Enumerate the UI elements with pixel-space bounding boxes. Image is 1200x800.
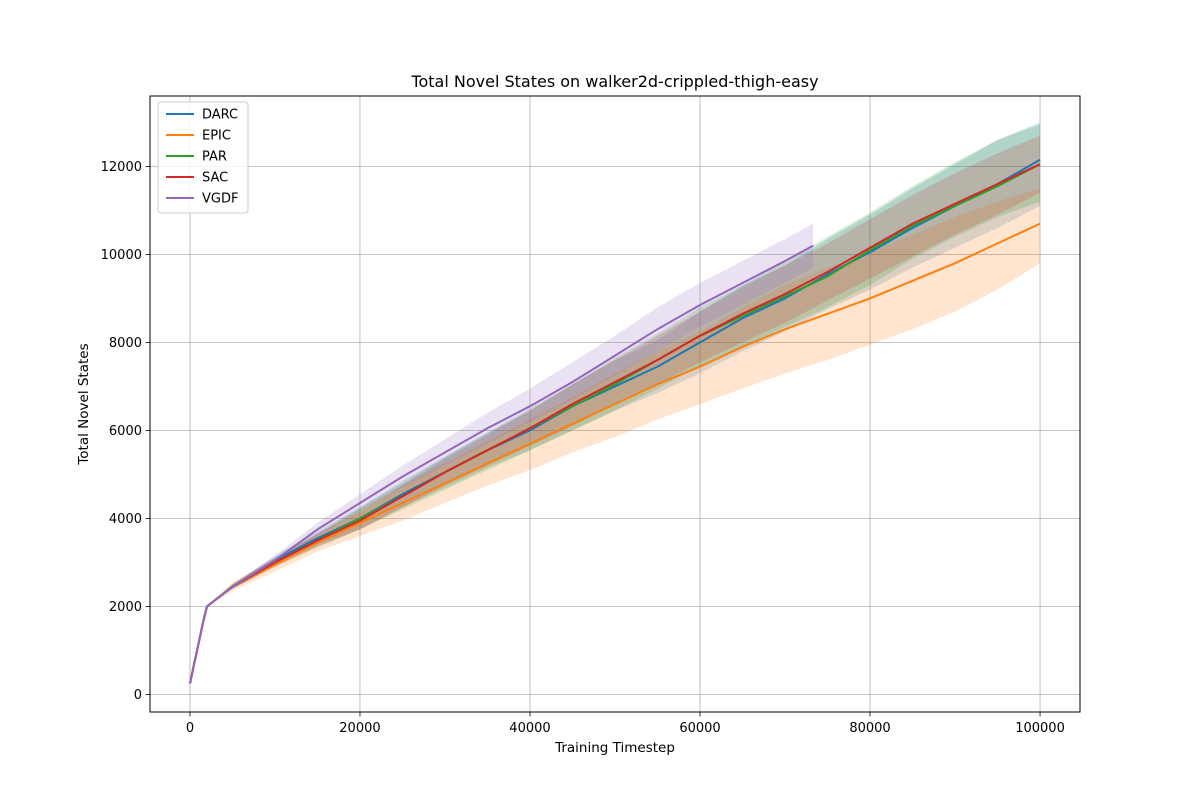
legend-label-par: PAR [202,150,227,165]
chart-title: Total Novel States on walker2d-crippled-… [410,72,818,91]
x-tick-label: 60000 [679,721,720,736]
y-tick-label: 6000 [109,424,142,439]
line-vgdf [189,244,814,684]
band-epic [190,188,1040,684]
y-axis-ticks: 0 2000 4000 6000 8000 10000 12000 [101,160,150,703]
x-axis-title: Training Timestep [554,740,675,756]
plot-frame [149,95,1081,713]
y-tick-label: 2000 [109,600,142,615]
legend-box [157,101,249,214]
legend-label-epic: EPIC [202,129,231,144]
x-tick-label: 80000 [849,721,890,736]
y-tick-label: 4000 [109,512,142,527]
y-tick-label: 8000 [109,336,142,351]
legend: DARC EPIC PAR SAC VGDF [157,101,249,214]
series-lines [189,158,1041,684]
legend-label-sac: SAC [202,171,228,186]
y-tick-label: 0 [134,688,142,703]
y-tick-label: 12000 [101,160,142,175]
x-tick-label: 0 [186,721,194,736]
band-vgdf [190,223,814,684]
grid [150,96,1080,712]
y-axis-title: Total Novel States [76,343,92,465]
x-axis-ticks: 0 20000 40000 60000 80000 100000 [186,712,1065,736]
y-tick-label: 10000 [101,248,142,263]
legend-label-vgdf: VGDF [202,192,238,207]
x-tick-label: 40000 [509,721,550,736]
x-tick-label: 20000 [339,721,380,736]
legend-label-darc: DARC [202,108,238,123]
x-tick-label: 100000 [1015,721,1065,736]
